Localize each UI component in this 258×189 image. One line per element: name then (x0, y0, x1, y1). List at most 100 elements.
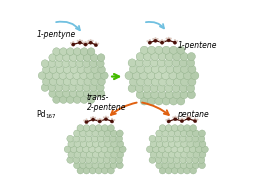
Circle shape (162, 46, 170, 54)
Circle shape (187, 59, 195, 67)
Circle shape (48, 60, 56, 67)
Circle shape (70, 54, 77, 61)
Circle shape (99, 141, 105, 147)
Circle shape (162, 141, 169, 147)
Circle shape (180, 135, 187, 142)
Circle shape (130, 65, 138, 73)
Circle shape (101, 119, 103, 121)
Circle shape (167, 120, 170, 123)
Circle shape (173, 41, 177, 44)
Circle shape (150, 59, 158, 67)
Circle shape (110, 130, 117, 137)
Circle shape (165, 125, 172, 131)
Circle shape (140, 46, 148, 54)
Circle shape (83, 120, 85, 122)
Circle shape (42, 66, 50, 73)
Circle shape (150, 84, 158, 92)
Circle shape (113, 146, 120, 153)
Circle shape (105, 116, 107, 117)
Circle shape (157, 59, 165, 67)
Circle shape (147, 146, 153, 153)
Circle shape (84, 43, 87, 46)
Circle shape (190, 125, 197, 131)
Circle shape (140, 72, 148, 80)
Circle shape (188, 115, 189, 117)
Circle shape (143, 59, 151, 67)
Circle shape (155, 97, 163, 105)
Circle shape (168, 118, 170, 120)
Circle shape (53, 96, 60, 103)
Circle shape (137, 65, 145, 73)
Circle shape (80, 130, 86, 137)
Circle shape (91, 78, 99, 85)
Circle shape (63, 90, 70, 98)
Circle shape (189, 146, 196, 153)
Circle shape (68, 141, 75, 147)
Circle shape (178, 125, 184, 131)
Text: pentane: pentane (177, 110, 209, 119)
Circle shape (89, 167, 96, 174)
Circle shape (160, 41, 164, 44)
Circle shape (177, 97, 185, 105)
Circle shape (70, 66, 78, 73)
Circle shape (110, 135, 116, 142)
Circle shape (110, 157, 116, 163)
Circle shape (92, 141, 99, 147)
Circle shape (78, 41, 82, 44)
Circle shape (79, 39, 81, 41)
Circle shape (184, 167, 190, 174)
Circle shape (77, 78, 85, 85)
Circle shape (166, 65, 174, 73)
Circle shape (111, 141, 118, 147)
Circle shape (83, 125, 90, 131)
Circle shape (159, 78, 167, 86)
Circle shape (172, 125, 178, 131)
Circle shape (55, 60, 63, 67)
Circle shape (60, 96, 67, 103)
Circle shape (180, 162, 187, 169)
Circle shape (89, 125, 96, 131)
Circle shape (99, 151, 105, 158)
Circle shape (149, 157, 156, 163)
Circle shape (156, 141, 163, 147)
Circle shape (69, 84, 77, 91)
Circle shape (98, 66, 106, 73)
Circle shape (94, 43, 98, 47)
Circle shape (149, 135, 156, 142)
Circle shape (187, 53, 195, 60)
Circle shape (83, 42, 84, 44)
Circle shape (103, 116, 105, 118)
Circle shape (161, 135, 168, 142)
Circle shape (167, 135, 174, 142)
Circle shape (77, 40, 79, 42)
Circle shape (181, 65, 189, 73)
Circle shape (56, 90, 63, 98)
Circle shape (162, 162, 169, 169)
Circle shape (116, 157, 123, 163)
Circle shape (87, 48, 95, 55)
Circle shape (77, 167, 84, 174)
Circle shape (162, 130, 169, 137)
Circle shape (150, 151, 157, 158)
Circle shape (173, 91, 181, 99)
Circle shape (41, 60, 49, 67)
Circle shape (76, 84, 83, 91)
Circle shape (94, 117, 96, 119)
Circle shape (181, 141, 188, 147)
Circle shape (38, 72, 46, 79)
Circle shape (81, 40, 83, 42)
Circle shape (79, 135, 86, 142)
Circle shape (165, 84, 173, 92)
Circle shape (104, 130, 111, 137)
Circle shape (183, 118, 185, 120)
Circle shape (135, 84, 143, 92)
Circle shape (74, 151, 81, 158)
Circle shape (98, 135, 104, 142)
Circle shape (155, 37, 156, 39)
Circle shape (165, 167, 172, 174)
Circle shape (196, 146, 202, 153)
Circle shape (67, 96, 74, 103)
Circle shape (79, 157, 86, 163)
Circle shape (105, 151, 111, 158)
Circle shape (94, 72, 101, 79)
